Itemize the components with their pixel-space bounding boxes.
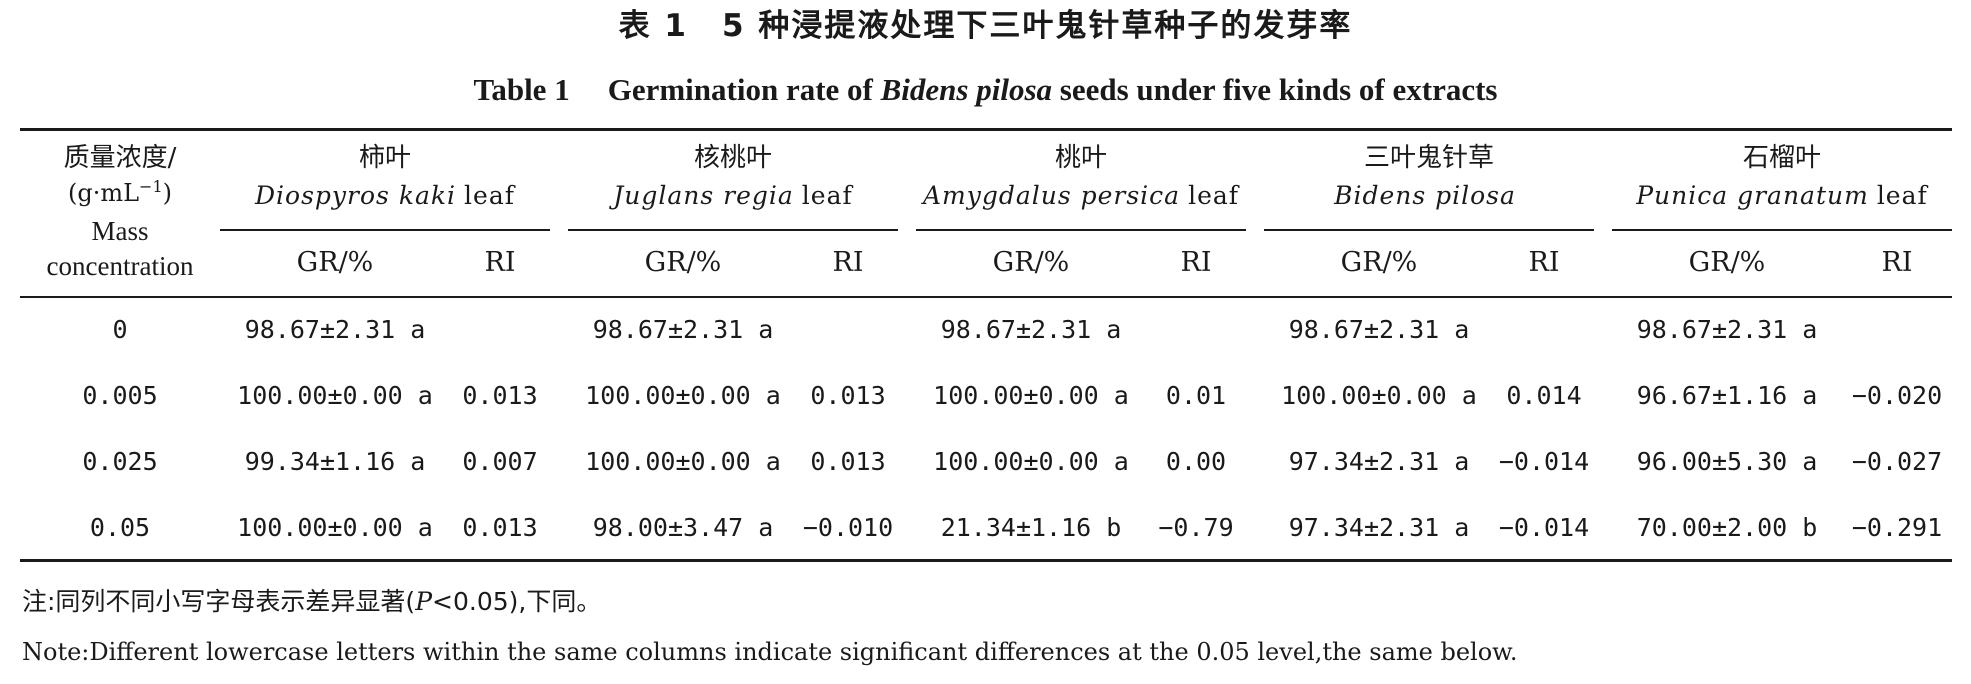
row-3-gr-3: 100.00±0.00 a <box>933 447 1129 476</box>
row-4-conc: 0.05 <box>89 513 151 542</box>
group-underline-4 <box>1264 229 1594 231</box>
row-2-gr-2: 100.00±0.00 a <box>585 381 781 410</box>
top-rule <box>20 128 1952 131</box>
group-5-latin: Punica granatum leaf <box>1612 179 1952 213</box>
row-4-ri-1: 0.013 <box>462 513 538 542</box>
row-4-gr-5: 70.00±2.00 b <box>1636 513 1818 542</box>
row-2-gr-3: 100.00±0.00 a <box>933 381 1129 410</box>
table-title-en-species: Bidens pilosa <box>880 72 1053 107</box>
col-header-gr-4: GR/% <box>1340 247 1418 278</box>
col-header-ri-5: RI <box>1881 247 1913 278</box>
stub-header-unit: (g·mL−1) <box>20 176 220 210</box>
row-3-conc: 0.025 <box>82 447 158 476</box>
table-caption-cn: 表 1 5 种浸提液处理下三叶鬼针草种子的发芽率 <box>0 6 1971 46</box>
row-3-ri-3: 0.00 <box>1165 447 1227 476</box>
row-1-gr-3: 98.67±2.31 a <box>940 315 1122 344</box>
table-title-en-post: seeds under five kinds of extracts <box>1052 72 1498 107</box>
row-1-gr-4: 98.67±2.31 a <box>1288 315 1470 344</box>
row-3-gr-5: 96.00±5.30 a <box>1636 447 1818 476</box>
row-2-gr-1: 100.00±0.00 a <box>237 381 433 410</box>
row-3-ri-2: 0.013 <box>810 447 886 476</box>
row-2-gr-4: 100.00±0.00 a <box>1281 381 1477 410</box>
header-rule <box>20 296 1952 298</box>
table-note-en: Note:Different lowercase letters within … <box>22 638 1518 666</box>
row-4-ri-4: −0.014 <box>1498 513 1590 542</box>
row-3-ri-5: −0.027 <box>1851 447 1943 476</box>
table-title-cn: 5 种浸提液处理下三叶鬼针草种子的发芽率 <box>722 8 1353 44</box>
row-4-ri-3: −0.79 <box>1158 513 1234 542</box>
row-1-gr-2: 98.67±2.31 a <box>592 315 774 344</box>
row-2-ri-2: 0.013 <box>810 381 886 410</box>
col-header-ri-3: RI <box>1180 247 1212 278</box>
row-2-gr-5: 96.67±1.16 a <box>1636 381 1818 410</box>
note-cn-pre: 注:同列不同小写字母表示差异显著( <box>22 587 416 616</box>
stub-unit-pre: (g·mL <box>67 179 140 207</box>
group-5-latin-name: Punica granatum <box>1636 181 1869 210</box>
row-4-gr-4: 97.34±2.31 a <box>1288 513 1470 542</box>
row-2-ri-1: 0.013 <box>462 381 538 410</box>
row-3-ri-1: 0.007 <box>462 447 538 476</box>
group-1-latin: Diospyros kaki leaf <box>220 179 550 213</box>
row-2-ri-3: 0.01 <box>1165 381 1227 410</box>
row-4-gr-1: 100.00±0.00 a <box>237 513 433 542</box>
table-note-cn: 注:同列不同小写字母表示差异显著(P<0.05),下同。 <box>22 582 601 618</box>
note-cn-post: <0.05),下同。 <box>432 587 602 616</box>
row-2-ri-4: 0.014 <box>1506 381 1582 410</box>
col-header-ri-1: RI <box>484 247 516 278</box>
group-3-latin: Amygdalus persica leaf <box>916 179 1246 213</box>
group-3-suffix: leaf <box>1188 181 1240 210</box>
row-3-gr-1: 99.34±1.16 a <box>244 447 426 476</box>
group-1-latin-name: Diospyros kaki <box>255 181 457 210</box>
table-caption-en: Table 1 Germination rate of Bidens pilosa… <box>0 70 1971 110</box>
group-3-latin-name: Amygdalus persica <box>922 181 1181 210</box>
row-3-gr-4: 97.34±2.31 a <box>1288 447 1470 476</box>
col-header-gr-1: GR/% <box>296 247 374 278</box>
stub-header-cn: 质量浓度/ <box>63 143 177 173</box>
stub-unit-sup: −1 <box>139 177 163 196</box>
group-2-suffix: leaf <box>801 181 853 210</box>
col-header-ri-4: RI <box>1528 247 1560 278</box>
row-3-gr-2: 100.00±0.00 a <box>585 447 781 476</box>
row-1-conc: 0 <box>112 315 128 344</box>
group-underline-5 <box>1612 229 1952 231</box>
group-5-cn: 石榴叶 <box>1742 143 1821 173</box>
group-underline-1 <box>220 229 550 231</box>
group-2-cn: 核桃叶 <box>693 143 772 173</box>
row-3-ri-4: −0.014 <box>1498 447 1590 476</box>
group-4-latin: Bidens pilosa <box>1264 179 1594 213</box>
row-4-gr-3: 21.34±1.16 b <box>940 513 1122 542</box>
stub-header-en1: Mass <box>91 216 149 246</box>
row-1-gr-1: 98.67±2.31 a <box>244 315 426 344</box>
group-3-cn: 桃叶 <box>1054 143 1107 173</box>
group-4-cn: 三叶鬼针草 <box>1363 143 1494 173</box>
col-header-gr-3: GR/% <box>992 247 1070 278</box>
table-number-en: Table 1 <box>473 72 570 107</box>
row-1-gr-5: 98.67±2.31 a <box>1636 315 1818 344</box>
group-2-latin-name: Juglans regia <box>613 181 794 210</box>
table-title-en-pre: Germination rate of <box>607 72 881 107</box>
stub-unit-post: ) <box>162 179 173 207</box>
row-4-gr-2: 98.00±3.47 a <box>592 513 774 542</box>
group-underline-3 <box>916 229 1246 231</box>
bottom-rule <box>20 559 1952 562</box>
group-1-cn: 柿叶 <box>358 143 411 173</box>
row-4-ri-2: −0.010 <box>802 513 894 542</box>
group-5-suffix: leaf <box>1876 181 1928 210</box>
col-header-ri-2: RI <box>832 247 864 278</box>
group-1-suffix: leaf <box>464 181 515 210</box>
row-2-conc: 0.005 <box>82 381 158 410</box>
table-number-cn: 表 1 <box>618 8 688 44</box>
stub-header-en2: concentration <box>46 251 194 281</box>
group-underline-2 <box>568 229 898 231</box>
col-header-gr-5: GR/% <box>1688 247 1766 278</box>
row-2-ri-5: −0.020 <box>1851 381 1943 410</box>
note-cn-p: P <box>415 587 433 616</box>
group-2-latin: Juglans regia leaf <box>568 179 898 213</box>
col-header-gr-2: GR/% <box>644 247 722 278</box>
group-4-latin-name: Bidens pilosa <box>1334 181 1516 210</box>
row-4-ri-5: −0.291 <box>1851 513 1943 542</box>
